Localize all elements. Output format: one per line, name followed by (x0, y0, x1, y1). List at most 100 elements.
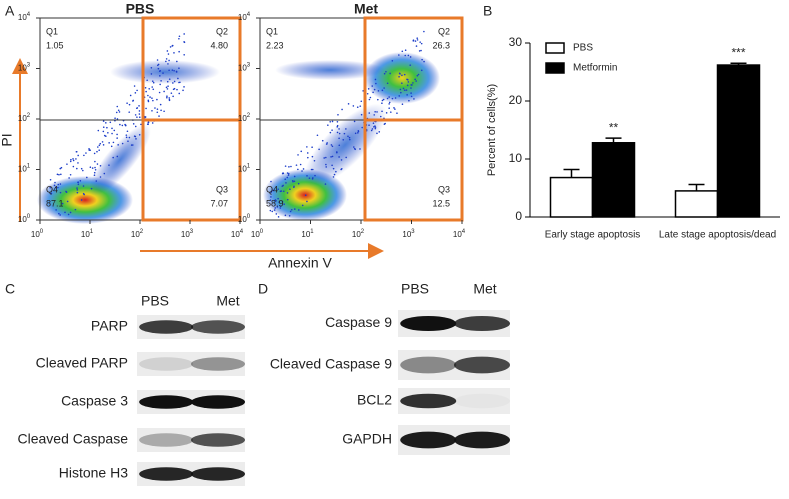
dot (49, 186, 51, 189)
dot (112, 141, 115, 144)
row-label: BCL2 (357, 392, 392, 408)
dot (293, 185, 295, 188)
dot (144, 86, 147, 89)
x-tick-label: 103 (181, 229, 194, 240)
dot (279, 207, 282, 209)
x-tick-label: 102 (352, 229, 365, 240)
tick-base: 10 (81, 230, 90, 239)
dot (151, 86, 154, 88)
dot (406, 78, 408, 81)
row-label: GAPDH (342, 431, 392, 447)
dot (128, 111, 131, 113)
panel-label: D (258, 281, 268, 297)
dot (277, 216, 280, 218)
tick-base: 10 (31, 230, 40, 239)
plot-title: PBS (126, 1, 155, 17)
y-tick-label: 101 (238, 163, 251, 174)
dot (325, 143, 328, 145)
dot (412, 40, 415, 42)
dot (115, 111, 118, 114)
dot (333, 173, 336, 176)
blot-band (454, 315, 510, 332)
dot (76, 167, 78, 170)
dot (406, 84, 409, 87)
dot (286, 198, 289, 201)
dot (275, 213, 278, 215)
dot (98, 144, 101, 147)
dot (381, 110, 383, 113)
blot-band (400, 356, 457, 374)
dot (183, 41, 185, 43)
dot (147, 94, 149, 97)
dot (306, 152, 309, 154)
density (364, 52, 440, 104)
dot (331, 129, 333, 131)
dot (359, 148, 361, 150)
dot (135, 138, 137, 140)
dot (401, 103, 404, 106)
dot (58, 173, 60, 176)
y-tick-label: 100 (238, 214, 251, 225)
dot (57, 186, 59, 189)
dot (331, 145, 334, 148)
tick-base: 10 (18, 215, 27, 224)
density (303, 103, 387, 187)
dot (50, 192, 53, 195)
dot (76, 187, 78, 189)
dot (371, 128, 374, 130)
dot (307, 156, 309, 159)
dot (112, 156, 114, 159)
dot (347, 135, 349, 138)
dot (116, 133, 118, 136)
dot (338, 144, 341, 147)
dot (399, 73, 401, 75)
dot (336, 126, 339, 128)
dot (159, 83, 161, 86)
error-bar (605, 137, 622, 143)
dot (300, 150, 303, 153)
dot (151, 110, 153, 112)
dot (388, 103, 390, 105)
dot (96, 163, 99, 165)
dot (116, 137, 118, 139)
dot (119, 123, 121, 126)
y-tick-label: 102 (18, 113, 31, 124)
dot (282, 190, 285, 193)
legend-swatch (545, 42, 565, 54)
tick-base: 10 (352, 230, 361, 239)
dot (370, 129, 373, 132)
dot (357, 132, 359, 134)
dot (367, 88, 370, 90)
dot (77, 183, 80, 186)
dot (391, 59, 394, 62)
dot (331, 120, 334, 123)
dot (66, 163, 68, 165)
blot-band (400, 315, 457, 332)
dot (290, 209, 293, 211)
dot (420, 49, 422, 52)
dot (374, 110, 376, 113)
dot (126, 130, 129, 133)
dot (138, 105, 140, 107)
blot-band (191, 357, 245, 371)
blot-band (454, 356, 510, 374)
dot (385, 70, 387, 73)
blot-band (454, 431, 510, 449)
y-tick-label: 20 (509, 93, 523, 107)
dot (151, 80, 154, 83)
row-label: PARP (91, 318, 128, 334)
dot (178, 50, 180, 53)
x-tick-label: 101 (301, 229, 314, 240)
tick-exponent: 0 (40, 229, 44, 235)
dot (301, 170, 303, 172)
dot (407, 54, 410, 57)
dot (407, 81, 410, 83)
y-tick-label: 0 (515, 209, 522, 223)
dot (156, 108, 159, 110)
dot (297, 154, 299, 156)
dot (72, 159, 75, 162)
dot (297, 209, 300, 211)
dot (156, 59, 159, 61)
dot (412, 82, 414, 84)
dot (388, 96, 390, 98)
